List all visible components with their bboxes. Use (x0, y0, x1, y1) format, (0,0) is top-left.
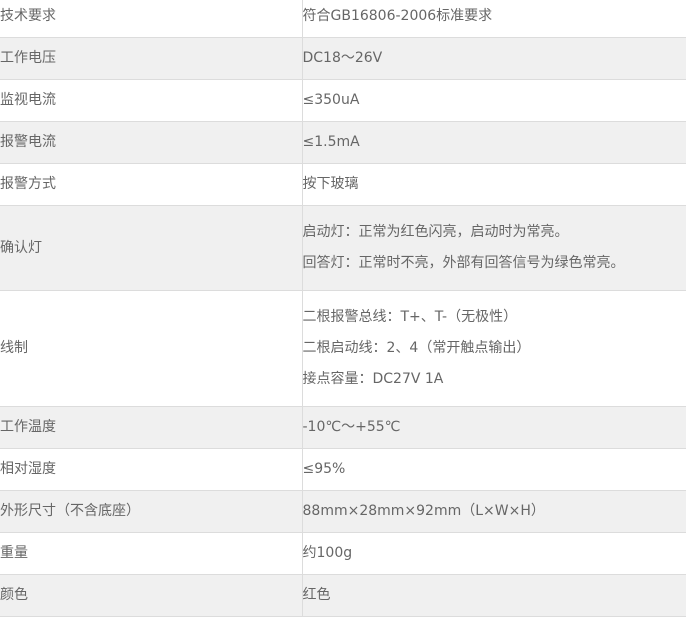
table-row: 确认灯启动灯：正常为红色闪亮，启动时为常亮。回答灯：正常时不亮，外部有回答信号为… (0, 206, 686, 291)
spec-value-line: DC18～26V (303, 48, 686, 69)
spec-value-cell: ≤95% (302, 449, 686, 491)
spec-value-line: 启动灯：正常为红色闪亮，启动时为常亮。 (303, 217, 686, 248)
table-row: 技术要求符合GB16806-2006标准要求 (0, 0, 686, 38)
spec-label-cell: 工作电压 (0, 38, 302, 80)
spec-label-cell: 报警方式 (0, 164, 302, 206)
table-row: 监视电流≤350uA (0, 80, 686, 122)
spec-label-cell: 监视电流 (0, 80, 302, 122)
spec-value-line: 回答灯：正常时不亮，外部有回答信号为绿色常亮。 (303, 248, 686, 279)
spec-value-cell: DC18～26V (302, 38, 686, 80)
spec-value-line: ≤1.5mA (303, 132, 686, 153)
spec-label-cell: 颜色 (0, 575, 302, 617)
table-row: 工作温度-10℃～+55℃ (0, 407, 686, 449)
spec-label-cell: 技术要求 (0, 0, 302, 38)
table-row: 颜色红色 (0, 575, 686, 617)
table-row: 报警方式按下玻璃 (0, 164, 686, 206)
spec-value-cell: 按下玻璃 (302, 164, 686, 206)
spec-value-cell: 二根报警总线：T+、T-（无极性）二根启动线：2、4（常开触点输出）接点容量：D… (302, 291, 686, 407)
spec-value-line: ≤350uA (303, 90, 686, 111)
spec-value-cell: 启动灯：正常为红色闪亮，启动时为常亮。回答灯：正常时不亮，外部有回答信号为绿色常… (302, 206, 686, 291)
spec-value-line: -10℃～+55℃ (303, 417, 686, 438)
spec-value-line: 约100g (303, 543, 686, 564)
table-row: 重量约100g (0, 533, 686, 575)
spec-value-cell: 符合GB16806-2006标准要求 (302, 0, 686, 38)
spec-value-cell: -10℃～+55℃ (302, 407, 686, 449)
spec-value-cell: ≤350uA (302, 80, 686, 122)
spec-value-cell: ≤1.5mA (302, 122, 686, 164)
spec-value-line: 二根启动线：2、4（常开触点输出） (303, 333, 686, 364)
table-row: 线制二根报警总线：T+、T-（无极性）二根启动线：2、4（常开触点输出）接点容量… (0, 291, 686, 407)
spec-value-cell: 红色 (302, 575, 686, 617)
table-row: 外形尺寸（不含底座）88mm×28mm×92mm（L×W×H） (0, 491, 686, 533)
spec-value-line: 88mm×28mm×92mm（L×W×H） (303, 501, 686, 522)
spec-value-line: 接点容量：DC27V 1A (303, 364, 686, 395)
spec-label-cell: 报警电流 (0, 122, 302, 164)
spec-label-cell: 确认灯 (0, 206, 302, 291)
spec-label-cell: 工作温度 (0, 407, 302, 449)
spec-value-line: 符合GB16806-2006标准要求 (303, 6, 686, 27)
spec-value-line: 按下玻璃 (303, 174, 686, 195)
spec-label-cell: 重量 (0, 533, 302, 575)
table-row: 报警电流≤1.5mA (0, 122, 686, 164)
table-row: 相对湿度≤95% (0, 449, 686, 491)
spec-label-cell: 外形尺寸（不含底座） (0, 491, 302, 533)
spec-value-line: ≤95% (303, 459, 686, 480)
spec-label-cell: 相对湿度 (0, 449, 302, 491)
spec-value-cell: 88mm×28mm×92mm（L×W×H） (302, 491, 686, 533)
spec-value-line: 二根报警总线：T+、T-（无极性） (303, 302, 686, 333)
spec-label-cell: 线制 (0, 291, 302, 407)
spec-value-cell: 约100g (302, 533, 686, 575)
spec-value-line: 红色 (303, 585, 686, 606)
